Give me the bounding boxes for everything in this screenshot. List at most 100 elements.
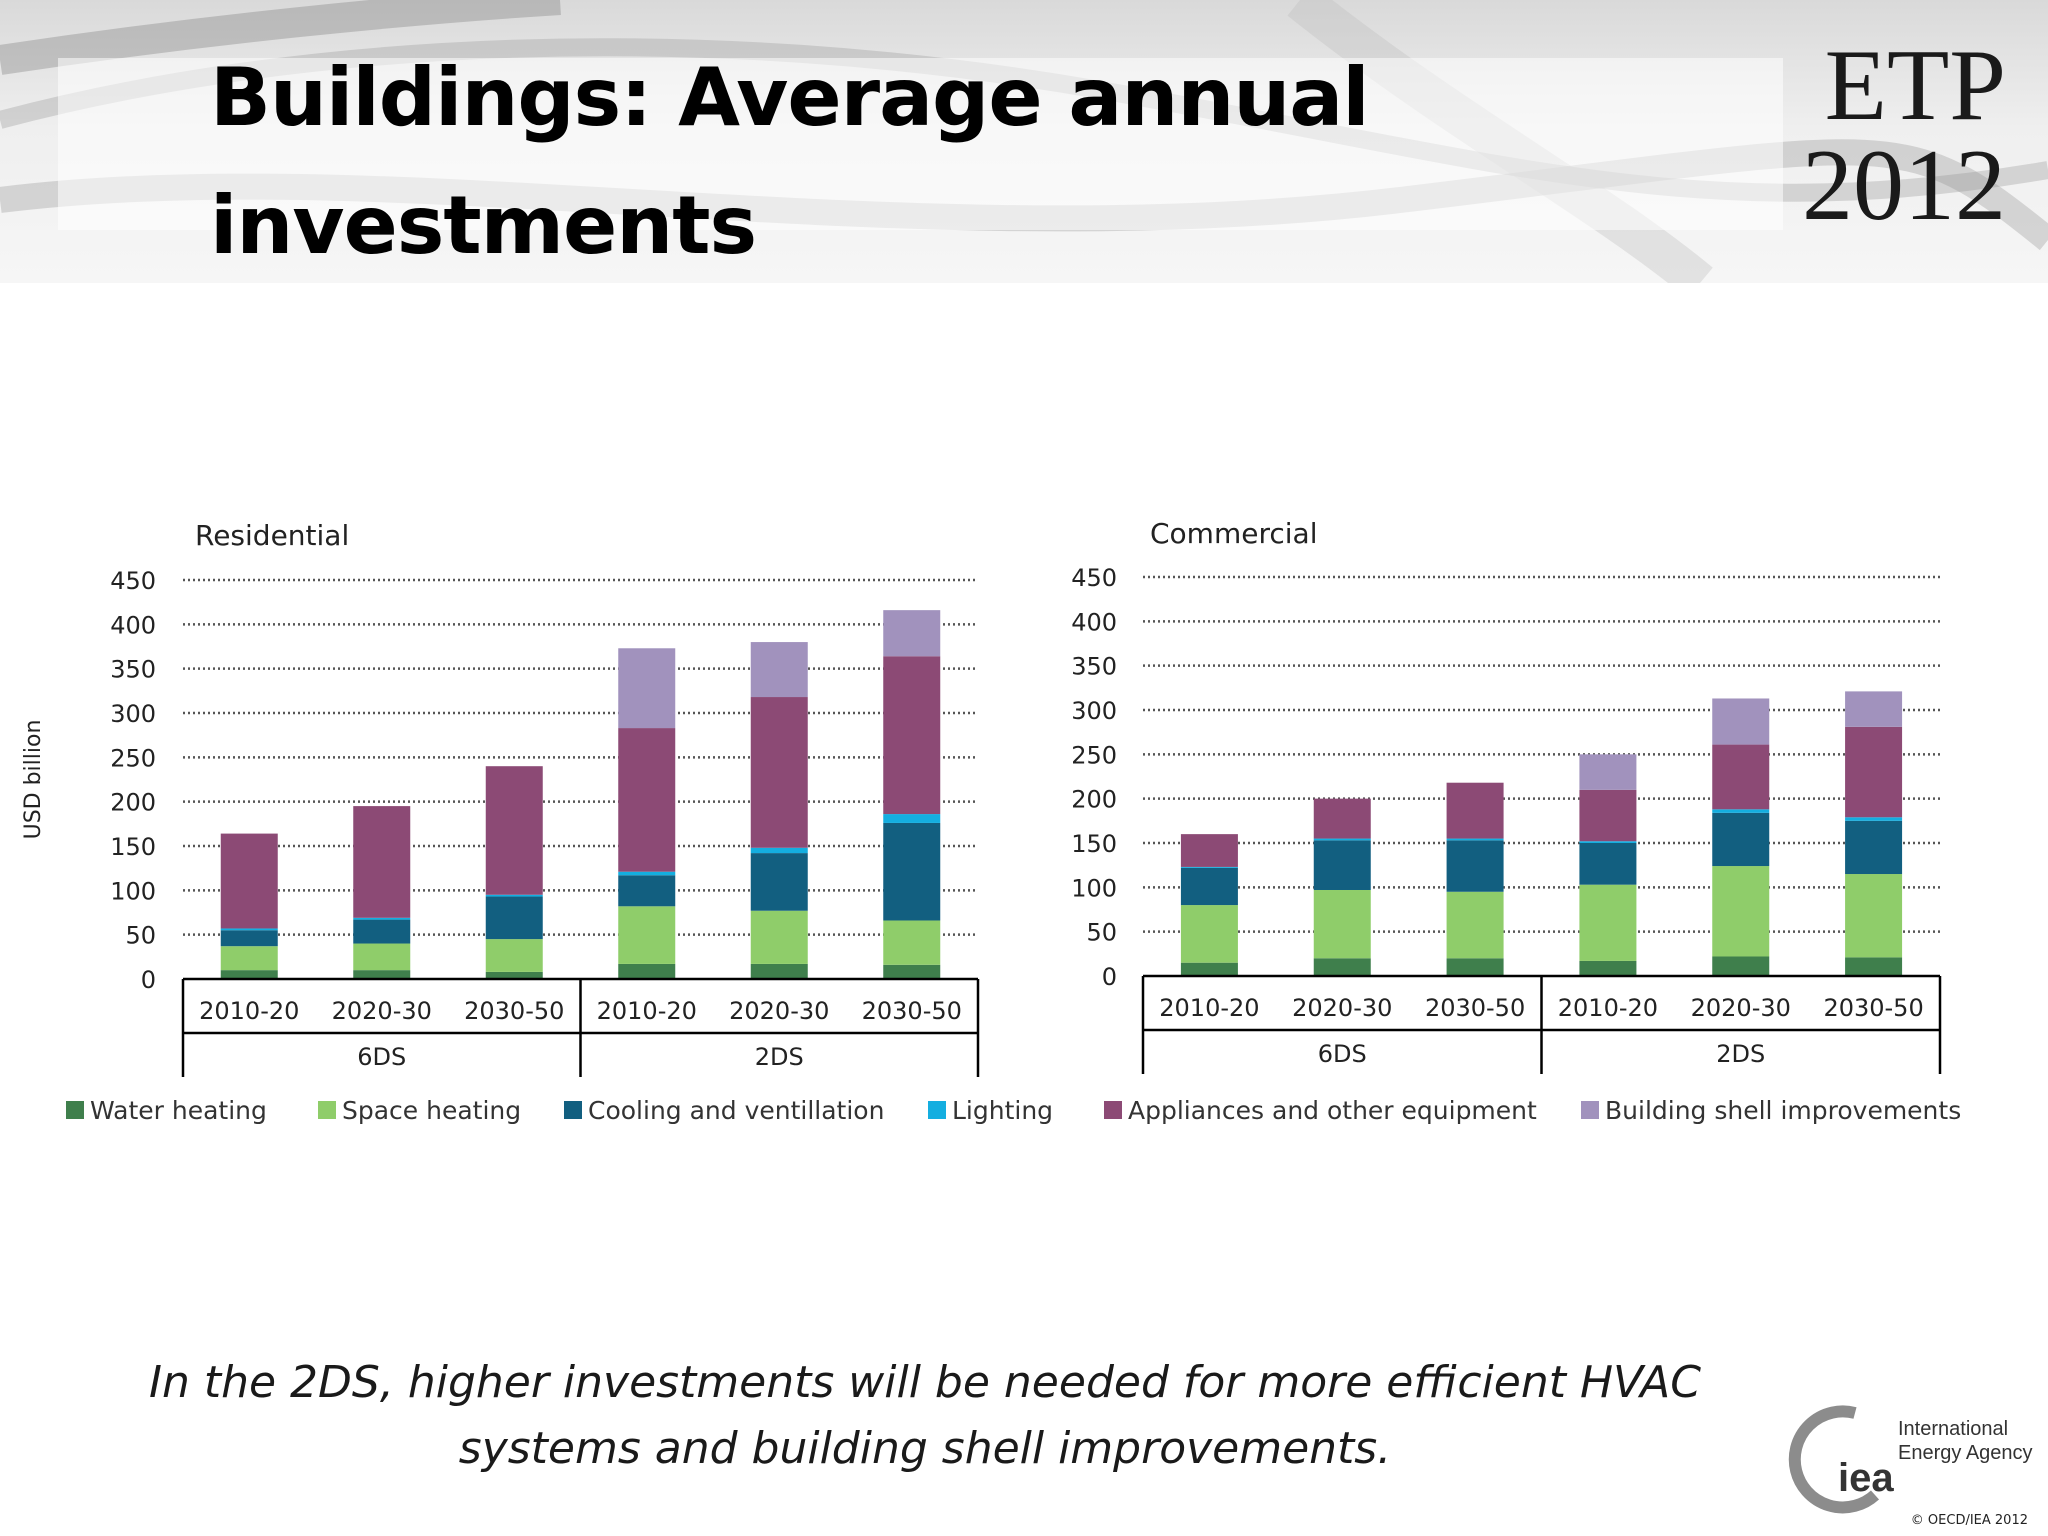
- bar-segment-water-heating: [1180, 962, 1238, 976]
- bar-segment-shell: [883, 610, 941, 657]
- bar-segment-lighting: [1313, 838, 1371, 841]
- iea-logo-mark: iea: [1838, 1456, 1894, 1500]
- y-tick-label: 200: [110, 789, 156, 817]
- x-tick-label: 2020-30: [1292, 994, 1392, 1022]
- group-label: 6DS: [1318, 1040, 1367, 1068]
- y-tick-label: 250: [1071, 741, 1117, 769]
- bar-segment-lighting: [353, 917, 411, 920]
- y-tick-label: 400: [1071, 608, 1117, 636]
- bar-segment-space-heating: [750, 910, 808, 964]
- chart-title: Commercial: [1150, 517, 1317, 550]
- y-tick-label: 300: [1071, 697, 1117, 725]
- y-axis-label: USD billion: [21, 720, 46, 840]
- chart-title: Residential: [195, 519, 349, 552]
- bar-segment-lighting: [1712, 809, 1770, 813]
- y-tick-label: 400: [110, 611, 156, 639]
- bar-segment-cooling: [220, 930, 278, 947]
- y-tick-label: 0: [141, 966, 156, 994]
- bar-segment-cooling: [618, 875, 676, 907]
- bar-segment-space-heating: [220, 946, 278, 971]
- bar-segment-cooling: [883, 822, 941, 921]
- x-tick-label: 2030-50: [464, 997, 564, 1025]
- iea-name-line2: Energy Agency: [1898, 1442, 2033, 1464]
- legend-swatch-shell: [1581, 1101, 1599, 1119]
- legend-swatch-water-heating: [66, 1101, 84, 1119]
- bar-segment-space-heating: [353, 943, 411, 971]
- y-tick-label: 450: [1071, 564, 1117, 592]
- bar-segment-lighting: [1845, 817, 1903, 821]
- copyright-notice: © OECD/IEA 2012: [1910, 1513, 2028, 1528]
- bar-segment-lighting: [750, 847, 808, 854]
- iea-logo: iea International Energy Agency: [1788, 1405, 2033, 1514]
- legend-swatch-appliances: [1104, 1101, 1122, 1119]
- y-tick-label: 100: [1071, 874, 1117, 902]
- bar-segment-space-heating: [883, 920, 941, 965]
- bar-segment-water-heating: [1313, 958, 1371, 976]
- bar-segment-space-heating: [1180, 905, 1238, 963]
- bar-segment-space-heating: [1446, 891, 1504, 959]
- etp-logo-line1: ETP: [1824, 29, 2006, 142]
- y-tick-label: 150: [110, 833, 156, 861]
- bar-segment-shell: [1845, 691, 1903, 727]
- bar-segment-cooling: [1180, 867, 1238, 906]
- y-tick-label: 100: [110, 877, 156, 905]
- bar-segment-water-heating: [1712, 956, 1770, 976]
- x-tick-label: 2020-30: [332, 997, 432, 1025]
- y-tick-label: 150: [1071, 830, 1117, 858]
- bar-segment-lighting: [1579, 841, 1637, 843]
- page-title: Buildings: Average annual investments: [210, 51, 1370, 272]
- x-tick-label: 2020-30: [1691, 994, 1791, 1022]
- legend-swatch-cooling: [564, 1101, 582, 1119]
- bar-segment-space-heating: [1579, 884, 1637, 961]
- y-tick-label: 450: [110, 567, 156, 595]
- legend-label: Appliances and other equipment: [1128, 1096, 1537, 1125]
- iea-name-line1: International: [1898, 1418, 2008, 1440]
- y-tick-label: 250: [110, 744, 156, 772]
- bar-segment-shell: [1579, 754, 1637, 790]
- bar-segment-cooling: [485, 896, 543, 940]
- bar-segment-appliances: [1313, 798, 1371, 839]
- x-tick-label: 2030-50: [862, 997, 962, 1025]
- bar-segment-water-heating: [883, 964, 941, 979]
- bar-segment-space-heating: [1313, 889, 1371, 959]
- bar-segment-appliances: [353, 806, 411, 918]
- bar-segment-appliances: [1446, 782, 1504, 839]
- group-label: 6DS: [357, 1043, 406, 1071]
- legend-swatch-lighting: [928, 1101, 946, 1119]
- bar-segment-cooling: [750, 853, 808, 911]
- bar-segment-cooling: [1845, 820, 1903, 875]
- etp-logo-line2: 2012: [1802, 129, 2006, 242]
- y-tick-label: 0: [1102, 963, 1117, 991]
- bar-segment-appliances: [1712, 744, 1770, 810]
- legend-label: Lighting: [952, 1096, 1053, 1125]
- y-tick-label: 350: [1071, 653, 1117, 681]
- x-tick-label: 2010-20: [199, 997, 299, 1025]
- x-tick-label: 2010-20: [1558, 994, 1658, 1022]
- x-tick-label: 2010-20: [597, 997, 697, 1025]
- bar-segment-water-heating: [220, 970, 278, 979]
- x-tick-label: 2010-20: [1159, 994, 1259, 1022]
- bar-segment-lighting: [485, 894, 543, 897]
- bar-segment-space-heating: [1845, 874, 1903, 958]
- bar-segment-lighting: [1446, 838, 1504, 841]
- bar-segment-water-heating: [1446, 958, 1504, 976]
- y-tick-label: 50: [1086, 919, 1117, 947]
- bar-segment-appliances: [485, 766, 543, 895]
- etp-logo: ETP 2012: [1786, 29, 2006, 242]
- y-tick-label: 50: [125, 922, 156, 950]
- slide-header: Buildings: Average annual investments ET…: [0, 0, 2048, 283]
- legend-label: Water heating: [90, 1096, 267, 1125]
- bar-segment-water-heating: [750, 963, 808, 979]
- charts-area: Residential USD billion 0 50 100 150 200 250 300…: [21, 517, 1961, 1125]
- bar-segment-water-heating: [353, 970, 411, 979]
- bar-segment-lighting: [1180, 866, 1238, 868]
- iea-logo-arc: [1788, 1405, 1880, 1514]
- group-label: 2DS: [755, 1043, 804, 1071]
- slide-caption: In the 2DS, higher investments will be n…: [149, 1357, 1701, 1474]
- bar-segment-appliances: [1180, 834, 1238, 867]
- x-tick-label: 2020-30: [729, 997, 829, 1025]
- x-tick-label: 2030-50: [1425, 994, 1525, 1022]
- bar-segment-appliances: [750, 697, 808, 848]
- bar-segment-appliances: [220, 833, 278, 929]
- bar-segment-cooling: [1579, 843, 1637, 885]
